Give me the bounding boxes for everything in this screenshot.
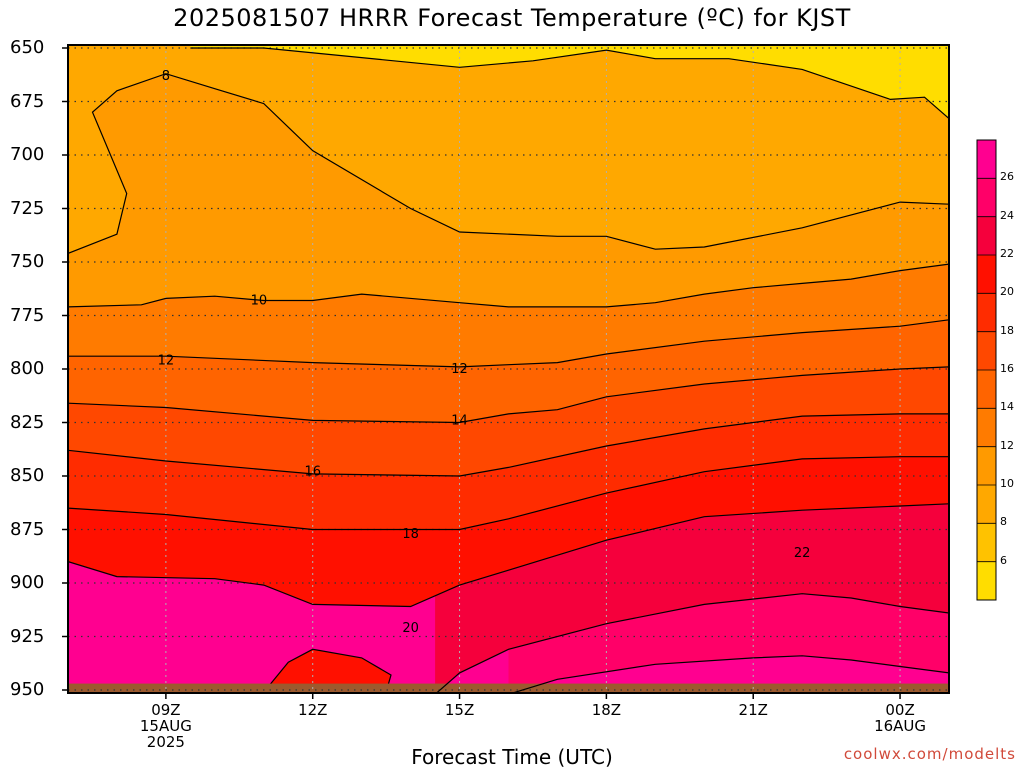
x-axis-title: Forecast Time (UTC) bbox=[411, 745, 613, 769]
contour-label: 14 bbox=[451, 413, 468, 428]
x-tick-label: 09Z 15AUG 2025 bbox=[139, 701, 192, 751]
colorbar-segment bbox=[977, 446, 996, 485]
band-8 bbox=[68, 45, 949, 254]
y-tick-label: 675 bbox=[10, 90, 45, 112]
isotherm-20 bbox=[68, 503, 949, 608]
colorbar-segment bbox=[977, 523, 996, 562]
y-tick-label: 875 bbox=[10, 518, 45, 540]
x-tick-label: 18Z bbox=[591, 701, 622, 719]
isotherm-10 bbox=[68, 263, 949, 308]
x-tick-label: 00Z 16AUG bbox=[874, 701, 927, 735]
colorbar-segment bbox=[977, 255, 996, 294]
contour-label: 10 bbox=[251, 294, 268, 309]
isotherm-12 bbox=[68, 319, 949, 368]
contour-label: 16 bbox=[304, 465, 321, 480]
colorbar-segment bbox=[977, 178, 996, 217]
colorbar-tick-label: 24 bbox=[1000, 208, 1014, 222]
contour-label: 12 bbox=[451, 362, 468, 377]
isotherm-24 bbox=[510, 655, 949, 693]
isotherm-contours bbox=[68, 47, 949, 693]
y-tick-label: 800 bbox=[10, 358, 45, 379]
isotherm-16 bbox=[68, 413, 949, 477]
x-tick-label: 12Z bbox=[298, 701, 328, 719]
y-tick-label: 850 bbox=[10, 465, 45, 486]
contour-label: 20 bbox=[402, 621, 419, 636]
colorbar-tick-label: 6 bbox=[1000, 553, 1007, 567]
isotherm-8 bbox=[68, 73, 949, 254]
temperature-bands bbox=[68, 45, 949, 693]
colorbar-segment bbox=[977, 331, 996, 370]
x-tick-label: 15Z bbox=[444, 701, 475, 719]
x-tick-label: 21Z bbox=[738, 701, 768, 719]
contour-label: 18 bbox=[402, 527, 419, 542]
colorbar-segment bbox=[977, 561, 996, 600]
contour-label: 22 bbox=[794, 546, 811, 561]
colorbar-tick-label: 10 bbox=[1000, 477, 1014, 490]
colorbar-tick-label: 20 bbox=[1000, 285, 1014, 299]
contour-labels: 8 10 12 12 14 16 18 20 22 bbox=[158, 69, 811, 636]
y-tick-label: 700 bbox=[10, 144, 45, 165]
colorbar-segment bbox=[977, 370, 996, 409]
y-tick-label: 775 bbox=[10, 304, 45, 326]
colorbar-tick-label: 16 bbox=[1000, 362, 1014, 375]
colorbar-segment bbox=[977, 408, 996, 447]
colorbar-tick-label: 8 bbox=[1000, 515, 1007, 529]
colorbar bbox=[976, 139, 997, 601]
chart-title: 2025081507 HRRR Forecast Temperature (ºC… bbox=[173, 4, 851, 32]
y-tick-label: 900 bbox=[10, 572, 45, 593]
isotherm-14 bbox=[68, 366, 949, 424]
colorbar-tick-label: 14 bbox=[1000, 400, 1014, 414]
colorbar-tick-label: 18 bbox=[1000, 323, 1014, 337]
band-coldest bbox=[190, 45, 949, 119]
colorbar-segment bbox=[977, 293, 996, 332]
y-tick-label: 825 bbox=[10, 411, 45, 433]
axis-ticks bbox=[62, 47, 901, 699]
colorbar-tick-label: 12 bbox=[1000, 438, 1014, 452]
y-tick-label: 925 bbox=[10, 625, 45, 647]
y-tick-label: 650 bbox=[10, 37, 45, 58]
credit-text: coolwx.com/modelts bbox=[843, 745, 1016, 763]
y-tick-label: 950 bbox=[10, 679, 45, 700]
ground-layer bbox=[68, 683, 949, 693]
isotherm-18 bbox=[68, 456, 949, 531]
ground-fill bbox=[68, 683, 949, 693]
isotherm-6 bbox=[190, 47, 949, 120]
colorbar-segment bbox=[977, 140, 996, 179]
colorbar-segment bbox=[977, 216, 996, 255]
colorbar-tick-label: 26 bbox=[1000, 170, 1014, 184]
colorbar-segment bbox=[977, 485, 996, 524]
isotherm-22 bbox=[435, 593, 949, 693]
y-tick-label: 725 bbox=[10, 197, 45, 219]
y-tick-label: 750 bbox=[10, 251, 45, 272]
contour-label: 12 bbox=[158, 353, 175, 368]
colorbar-tick-label: 22 bbox=[1000, 247, 1014, 260]
contour-label: 8 bbox=[162, 69, 170, 84]
